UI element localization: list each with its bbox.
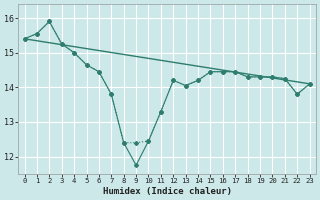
- X-axis label: Humidex (Indice chaleur): Humidex (Indice chaleur): [103, 187, 232, 196]
